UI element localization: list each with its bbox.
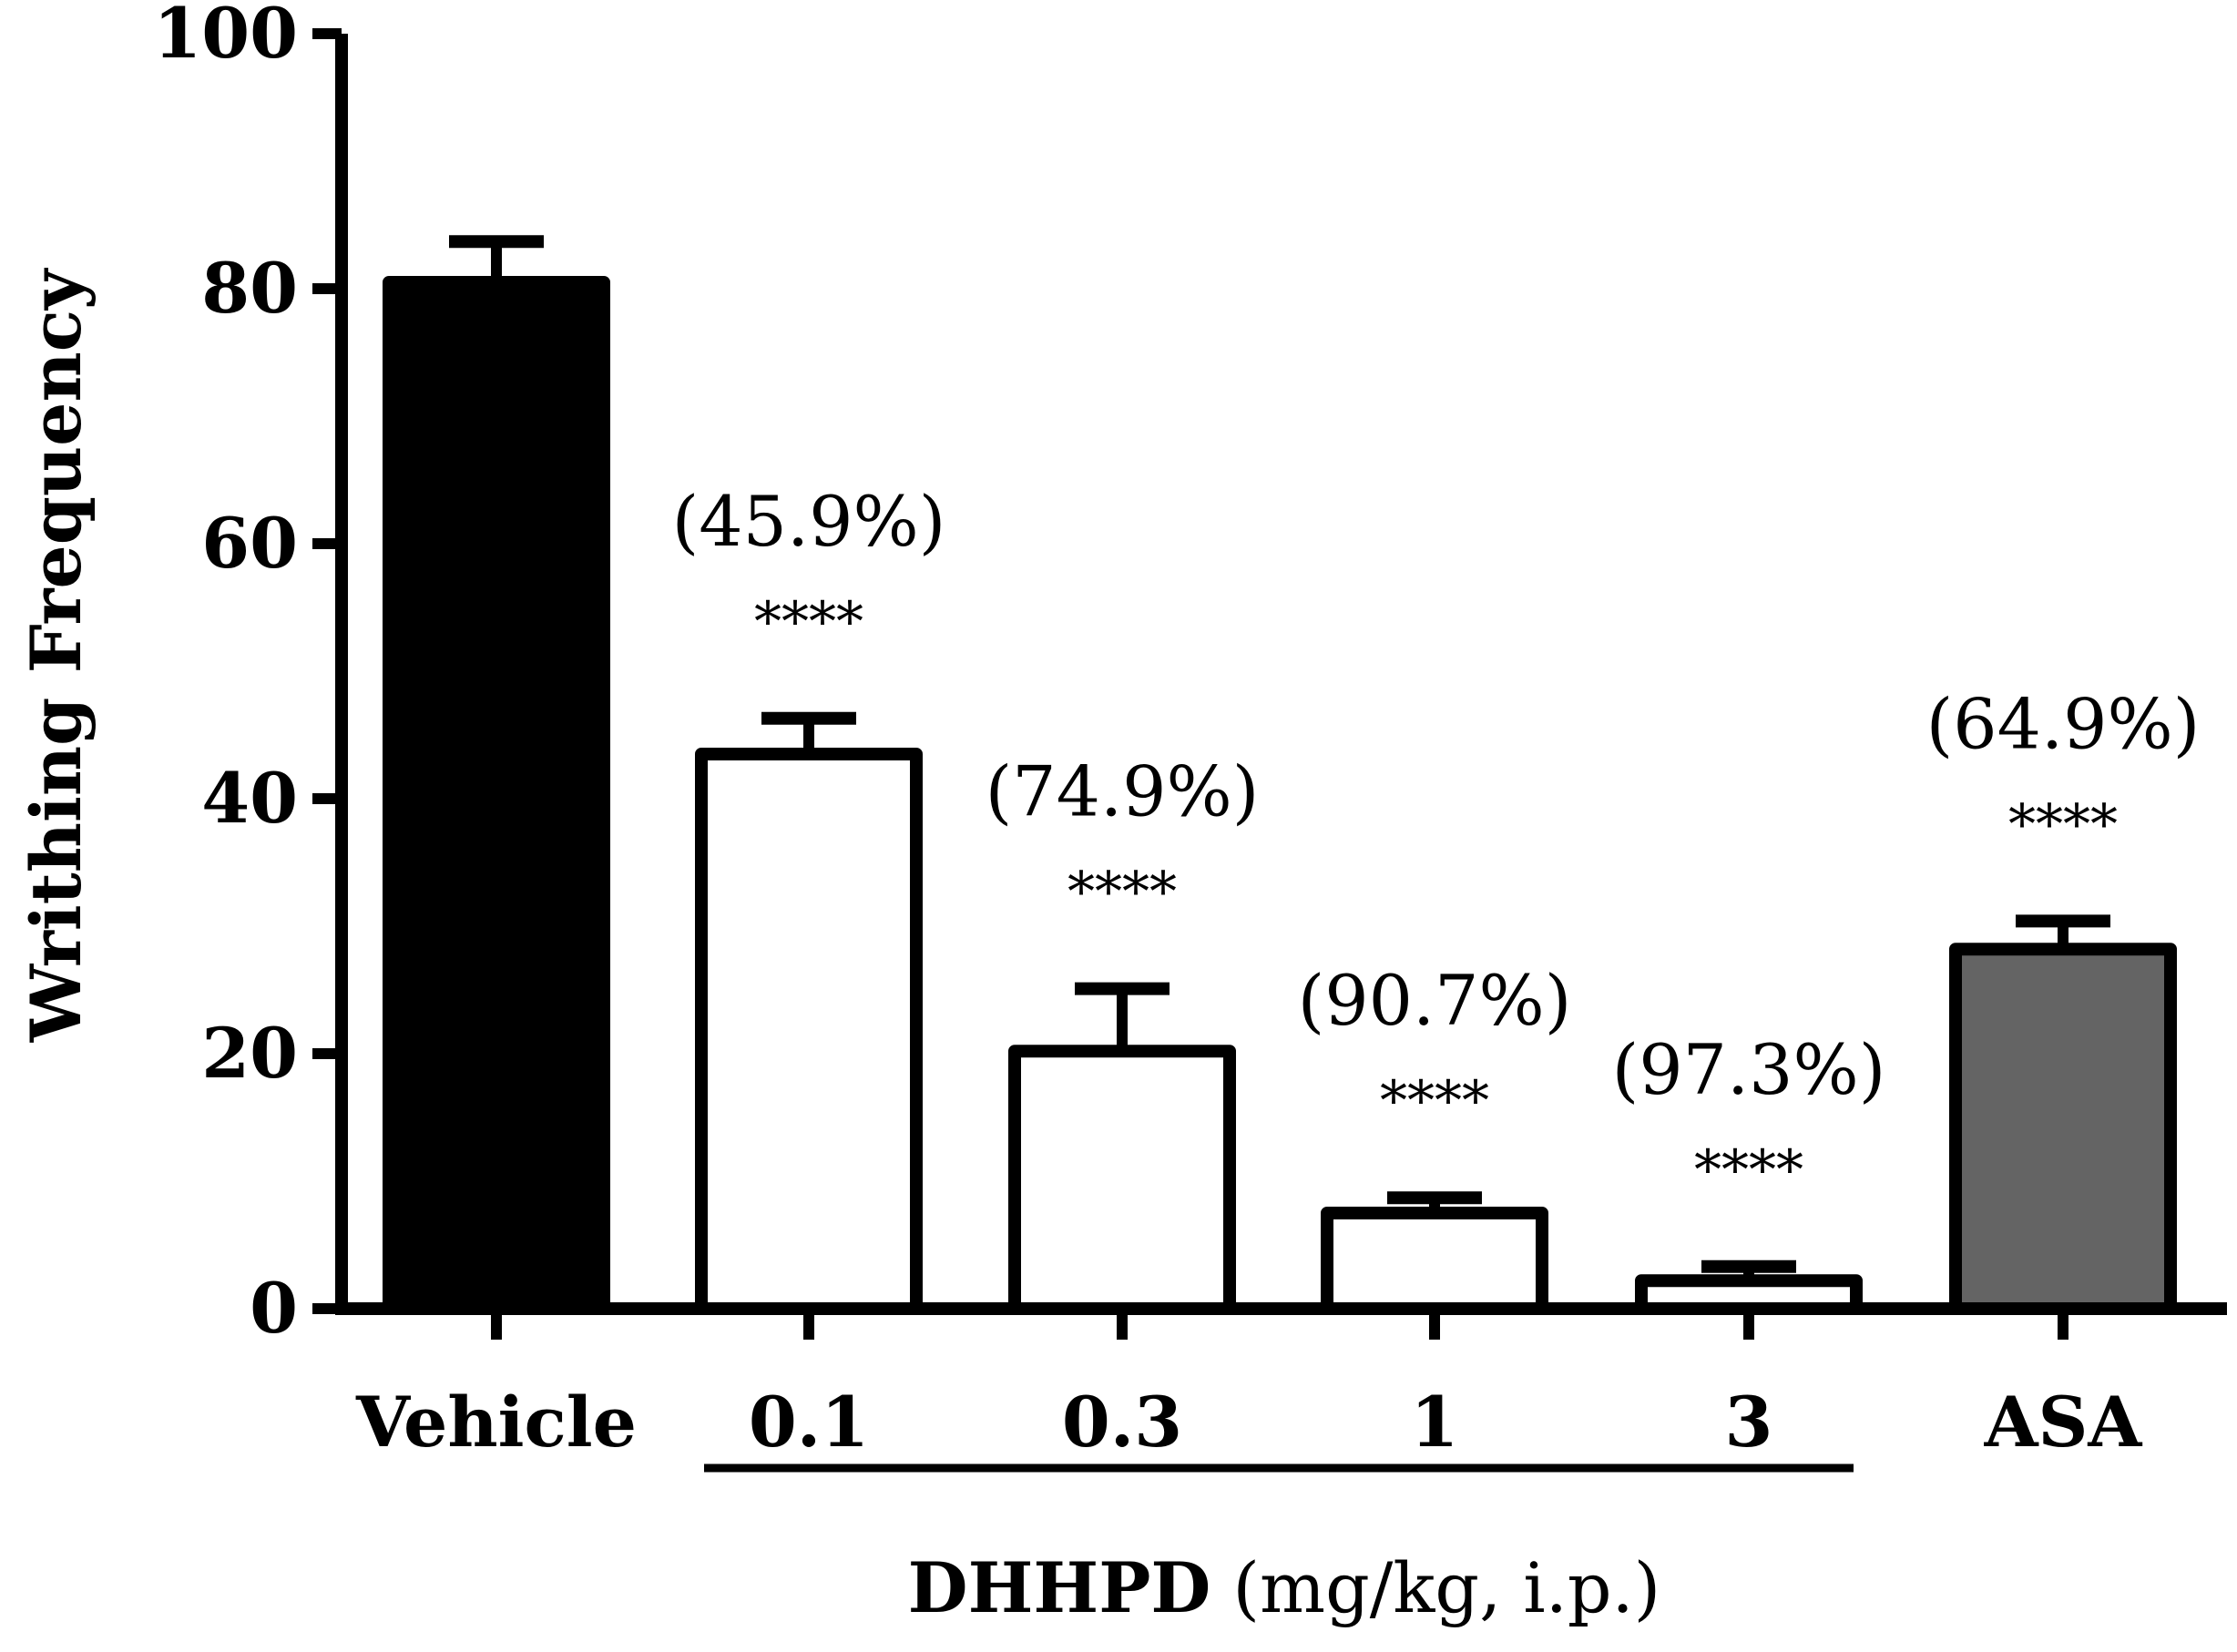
significance-label: ****: [1067, 861, 1177, 924]
group-axis-label: DHHPD (mg/kg, i.p.): [908, 1547, 1661, 1628]
bar-0-3: [1008, 1045, 1236, 1315]
bar-asa: [1949, 943, 2177, 1315]
y-tick-label: 40: [201, 758, 298, 839]
y-tick-label: 60: [201, 503, 298, 584]
x-tick-label: 0.1: [749, 1382, 869, 1463]
group-name: DHHPD: [908, 1547, 1211, 1628]
y-tick-label: 0: [250, 1268, 298, 1349]
x-tick-label: ASA: [1984, 1382, 2143, 1463]
y-axis-label: Writhing Frequency: [15, 268, 97, 1043]
bar-1: [1321, 1207, 1548, 1315]
percent-inhibition-label: (64.9%): [1926, 683, 2201, 764]
percent-inhibition-label: (97.3%): [1612, 1029, 1886, 1110]
x-tick-label: 3: [1725, 1382, 1773, 1463]
bars: [383, 235, 2177, 1315]
significance-label: ****: [1380, 1069, 1489, 1133]
significance-label: ****: [1694, 1138, 1803, 1202]
y-tick-label: 100: [153, 0, 298, 74]
x-tick-label: 1: [1411, 1382, 1459, 1463]
significance-label: ****: [754, 590, 863, 654]
x-tick-label: 0.3: [1062, 1382, 1182, 1463]
bar-vehicle: [383, 276, 610, 1315]
bar-0-1: [695, 748, 923, 1315]
group-unit: (mg/kg, i.p.): [1210, 1547, 1660, 1628]
significance-label: ****: [2008, 792, 2118, 856]
bar-3: [1635, 1274, 1863, 1315]
y-tick-label: 20: [201, 1013, 298, 1094]
y-tick-label: 80: [201, 248, 298, 329]
axes: 0 20 40 60 80 100: [153, 0, 2227, 1349]
percent-inhibition-label: (74.9%): [986, 751, 1260, 832]
labels: Vehicle 0.1 **** (45.9%) 0.3 **** (74.9%) 1 ****…: [355, 481, 2201, 1473]
percent-inhibition-label: (90.7%): [1298, 960, 1572, 1041]
x-tick-label: Vehicle: [355, 1382, 637, 1463]
percent-inhibition-label: (45.9%): [672, 481, 946, 562]
